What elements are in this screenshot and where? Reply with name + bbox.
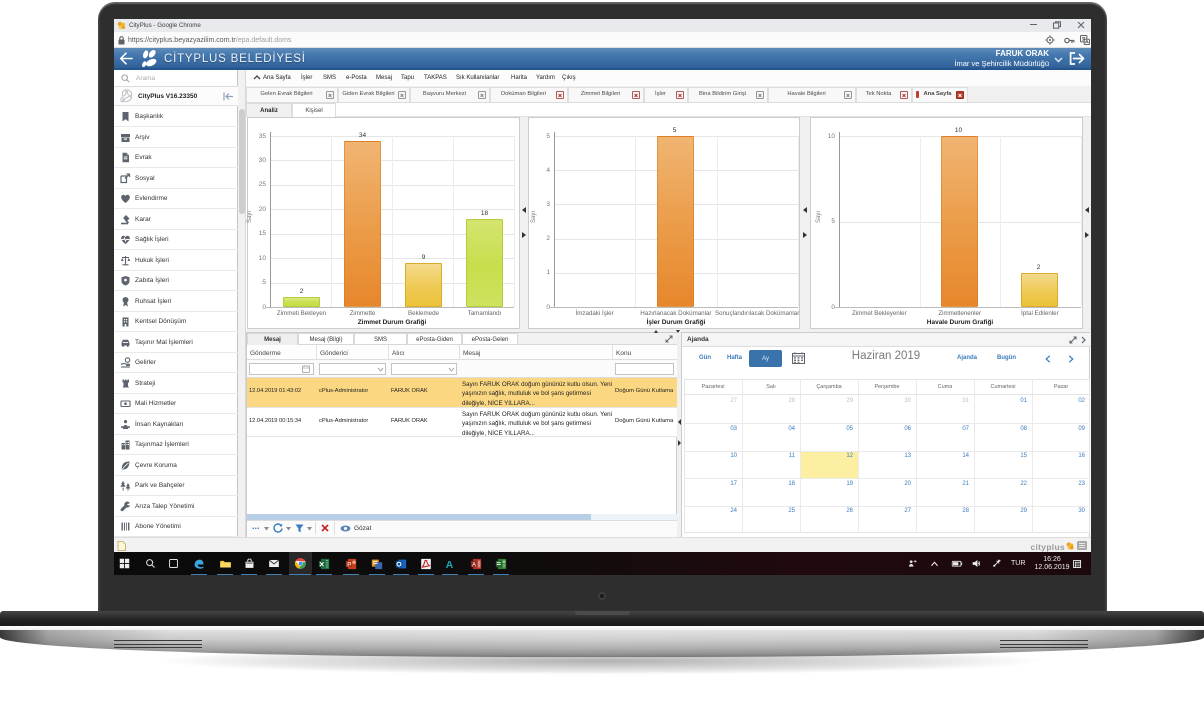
svg-text:P: P bbox=[347, 561, 351, 568]
svg-text:A: A bbox=[472, 561, 477, 568]
svg-text:A: A bbox=[446, 558, 454, 568]
